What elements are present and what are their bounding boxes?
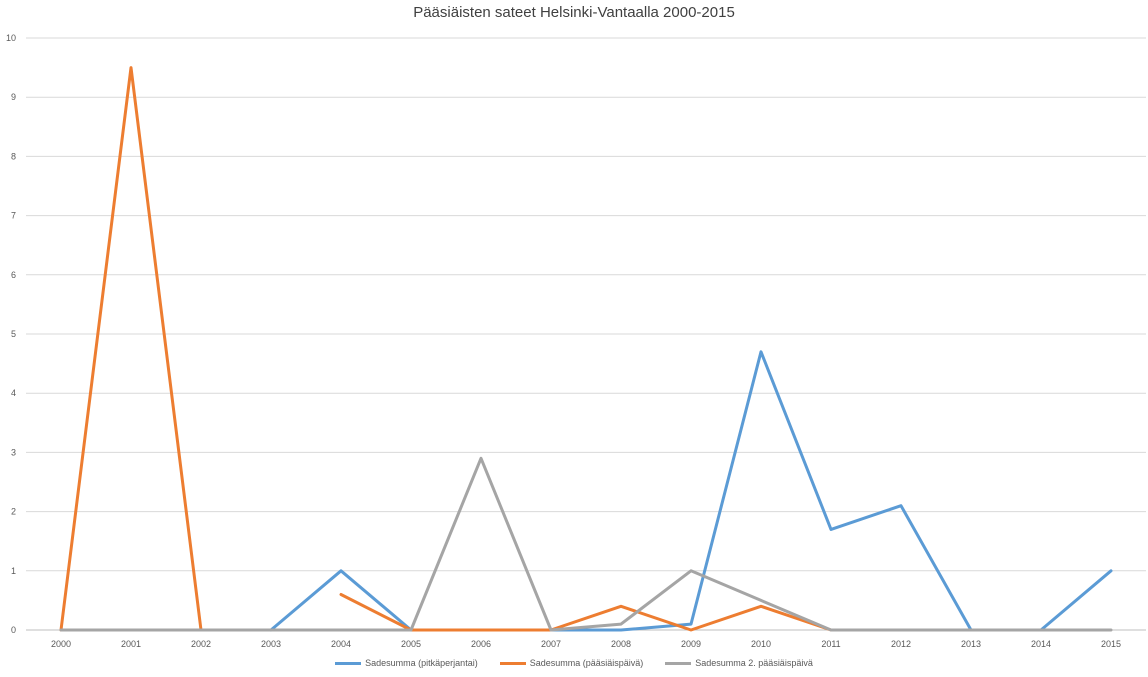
x-tick-label: 2013 [961, 639, 981, 649]
x-tick-label: 2000 [51, 639, 71, 649]
y-tick-label: 10 [6, 33, 16, 43]
x-tick-label: 2015 [1101, 639, 1121, 649]
x-tick-label: 2008 [611, 639, 631, 649]
legend: Sadesumma (pitkäperjantai) Sadesumma (pää… [0, 658, 1148, 668]
x-tick-label: 2012 [891, 639, 911, 649]
x-tick-label: 2011 [821, 639, 840, 649]
legend-label: Sadesumma (pääsiäispäivä) [529, 658, 644, 668]
legend-swatch [499, 661, 526, 665]
chart-title: Pääsiäisten sateet Helsinki-Vantaalla 20… [413, 4, 735, 21]
legend-swatch [335, 661, 362, 665]
y-tick-label: 5 [11, 329, 16, 339]
x-tick-label: 2005 [401, 639, 421, 649]
legend-label: Sadesumma 2. pääsiäispäivä [695, 658, 813, 668]
y-tick-label: 6 [11, 270, 16, 280]
x-tick-label: 2006 [471, 639, 491, 649]
series-line-2 [59, 66, 203, 632]
legend-label: Sadesumma (pitkäperjantai) [365, 658, 478, 668]
x-tick-label: 2014 [1031, 639, 1051, 649]
y-tick-label: 0 [11, 625, 16, 635]
legend-item-1: Sadesumma (pitkäperjantai) [335, 658, 478, 668]
y-tick-label: 1 [11, 566, 16, 576]
y-tick-label: 2 [11, 507, 16, 517]
x-tick-label: 2009 [681, 639, 701, 649]
legend-item-2: Sadesumma (pääsiäispäivä) [499, 658, 644, 668]
series-line-2 [339, 593, 833, 632]
x-tick-label: 2003 [261, 639, 281, 649]
series-line-1 [269, 569, 413, 632]
legend-swatch [665, 661, 692, 665]
y-tick-label: 3 [11, 447, 16, 457]
y-tick-label: 4 [11, 388, 16, 398]
legend-item-3: Sadesumma 2. pääsiäispäivä [665, 658, 813, 668]
x-tick-label: 2002 [191, 639, 211, 649]
x-tick-label: 2010 [751, 639, 771, 649]
series-line-3 [59, 456, 1113, 632]
y-tick-label: 7 [11, 211, 16, 221]
x-tick-label: 2001 [121, 639, 141, 649]
y-tick-label: 8 [11, 151, 16, 161]
x-tick-label: 2004 [331, 639, 351, 649]
x-tick-label: 2007 [541, 639, 561, 649]
y-tick-label: 9 [11, 92, 16, 102]
